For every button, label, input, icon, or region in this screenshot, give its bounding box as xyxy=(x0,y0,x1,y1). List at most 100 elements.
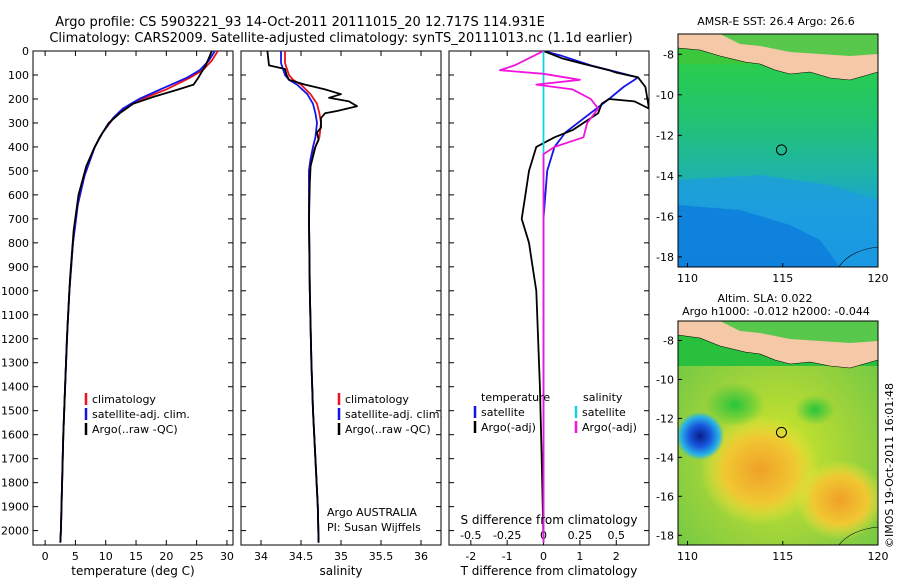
salinity-series xyxy=(266,51,358,543)
y-tick-label: 1800 xyxy=(1,477,29,490)
difference-ticks: -2 -1 0 1 2-0.5 -0.25 0 0.25 0.5 xyxy=(449,50,649,563)
top-tick-label: -0.25 xyxy=(493,529,521,542)
legend-label-s-satellite: satellite xyxy=(582,406,626,419)
legend-label-t-satellite: satellite xyxy=(481,406,525,419)
sla-map-title-2: Argo h1000: -0.012 h2000: -0.044 xyxy=(682,305,870,318)
header-line2: Climatology: CARS2009. Satellite-adjuste… xyxy=(49,31,632,46)
y-tick-label: 1700 xyxy=(1,453,29,466)
map-y-tick-label: -8 xyxy=(663,334,674,347)
difference-series xyxy=(499,51,649,543)
sst-map-image xyxy=(678,34,878,267)
x-tick-label: 34 xyxy=(254,550,268,563)
x-tick-label: 0 xyxy=(42,550,49,563)
top-tick-label: -0.5 xyxy=(460,529,481,542)
temperature-axes xyxy=(32,50,234,546)
map-y-tick-label: -12 xyxy=(656,412,674,425)
y-tick-label: 1600 xyxy=(1,429,29,442)
sla-map-title-1: Altim. SLA: 0.022 xyxy=(717,292,812,305)
y-tick-label: 400 xyxy=(8,141,29,154)
salinity-ticks: 34 34.5 35 35.5 36 xyxy=(241,50,441,563)
y-tick-label: 2000 xyxy=(1,525,29,538)
y-tick-label: 1300 xyxy=(1,357,29,370)
series-t-satellite xyxy=(542,51,639,543)
x-tick-label: 10 xyxy=(99,550,113,563)
x-tick-label: 36 xyxy=(414,550,428,563)
sst-map-ticks: 110 115 120 -8 -10 -12 -14 -16 -18 xyxy=(656,48,888,285)
series-s-argo xyxy=(499,51,599,543)
y-tick-label: 1000 xyxy=(1,285,29,298)
sla-map-frame xyxy=(677,320,879,546)
legend-label-s-argo: Argo(-adj) xyxy=(582,421,637,434)
sst-map-frame xyxy=(677,33,879,268)
map-x-tick-label: 115 xyxy=(772,550,793,563)
map-y-tick-label: -10 xyxy=(656,89,674,102)
legend-label-climatology: climatology xyxy=(92,393,156,406)
map-x-tick-label: 120 xyxy=(868,272,889,285)
sla-map-ticks: 110 115 120 -8 -10 -12 -14 -16 -18 xyxy=(656,334,888,563)
map-x-tick-label: 110 xyxy=(677,272,698,285)
legend-label-argo: Argo(..raw -QC) xyxy=(92,423,178,436)
legend-title-salinity: salinity xyxy=(583,391,623,404)
map-y-tick-label: -18 xyxy=(656,529,674,542)
salinity-legend: climatology satellite-adj. clim. Argo(..… xyxy=(327,393,443,534)
temperature-ticks: 0 5 10 15 20 25 300100200300400500600700800900… xyxy=(1,45,234,563)
top-tick-label: 0.25 xyxy=(568,529,593,542)
y-tick-label: 1100 xyxy=(1,309,29,322)
header-line1: Argo profile: CS 5903221_93 14-Oct-2011 … xyxy=(55,15,545,30)
series-argo xyxy=(266,51,358,543)
legend-title-temperature: temperature xyxy=(481,391,550,404)
x-tick-label: -2 xyxy=(465,550,476,563)
x-tick-label: 35 xyxy=(334,550,348,563)
y-tick-label: 900 xyxy=(8,261,29,274)
map-y-tick-label: -18 xyxy=(656,251,674,264)
difference-axes xyxy=(448,50,650,546)
y-tick-label: 1400 xyxy=(1,381,29,394)
map-y-tick-label: -12 xyxy=(656,129,674,142)
legend-label-satellite: satellite-adj. clim. xyxy=(92,408,190,421)
temperature-xlabel: temperature (deg C) xyxy=(71,564,194,578)
map-x-tick-label: 110 xyxy=(677,550,698,563)
y-tick-label: 700 xyxy=(8,213,29,226)
map-y-tick-label: -10 xyxy=(656,373,674,386)
y-tick-label: 600 xyxy=(8,189,29,202)
map-y-tick-label: -14 xyxy=(656,451,674,464)
y-tick-label: 0 xyxy=(22,45,29,58)
y-tick-label: 1200 xyxy=(1,333,29,346)
x-tick-label: 35.5 xyxy=(369,550,394,563)
series-satellite xyxy=(59,51,216,543)
annotation-argo-australia: Argo AUSTRALIA xyxy=(327,506,417,519)
temperature-series xyxy=(59,51,219,543)
series-satellite xyxy=(280,51,320,543)
map-y-tick-label: -16 xyxy=(656,210,674,223)
map-y-tick-label: -8 xyxy=(663,48,674,61)
map-x-tick-label: 120 xyxy=(868,550,889,563)
x-tick-label: -1 xyxy=(502,550,513,563)
map-x-tick-label: 115 xyxy=(772,272,793,285)
sst-argo-marker xyxy=(775,144,787,156)
sst-map-title: AMSR-E SST: 26.4 Argo: 26.6 xyxy=(697,15,855,28)
y-tick-label: 1900 xyxy=(1,501,29,514)
annotation-pi: PI: Susan Wijffels xyxy=(327,521,421,534)
temperature-legend: climatology satellite-adj. clim. Argo(..… xyxy=(84,393,190,436)
map-y-tick-label: -16 xyxy=(656,490,674,503)
legend-label-satellite: satellite-adj. clim. xyxy=(345,408,443,421)
y-tick-label: 500 xyxy=(8,165,29,178)
sla-argo-marker xyxy=(775,426,787,438)
series-climatology xyxy=(59,51,219,543)
series-t-argo xyxy=(520,51,649,543)
x-tick-label: 15 xyxy=(129,550,143,563)
sla-map-image xyxy=(678,321,878,545)
map-y-tick-label: -14 xyxy=(656,170,674,183)
legend-label-argo: Argo(..raw -QC) xyxy=(345,423,431,436)
x-tick-label: 2 xyxy=(613,550,620,563)
y-tick-label: 300 xyxy=(8,117,29,130)
y-tick-label: 800 xyxy=(8,237,29,250)
x-tick-label: 5 xyxy=(72,550,79,563)
x-tick-label: 34.5 xyxy=(289,550,314,563)
salinity-xlabel: salinity xyxy=(319,564,362,578)
x-tick-label: 25 xyxy=(190,550,204,563)
x-tick-label: 30 xyxy=(220,550,234,563)
difference-xlabel: T difference from climatology xyxy=(460,564,638,578)
side-stamp: ©IMOS 19-Oct-2011 16:01:48 xyxy=(883,383,896,548)
